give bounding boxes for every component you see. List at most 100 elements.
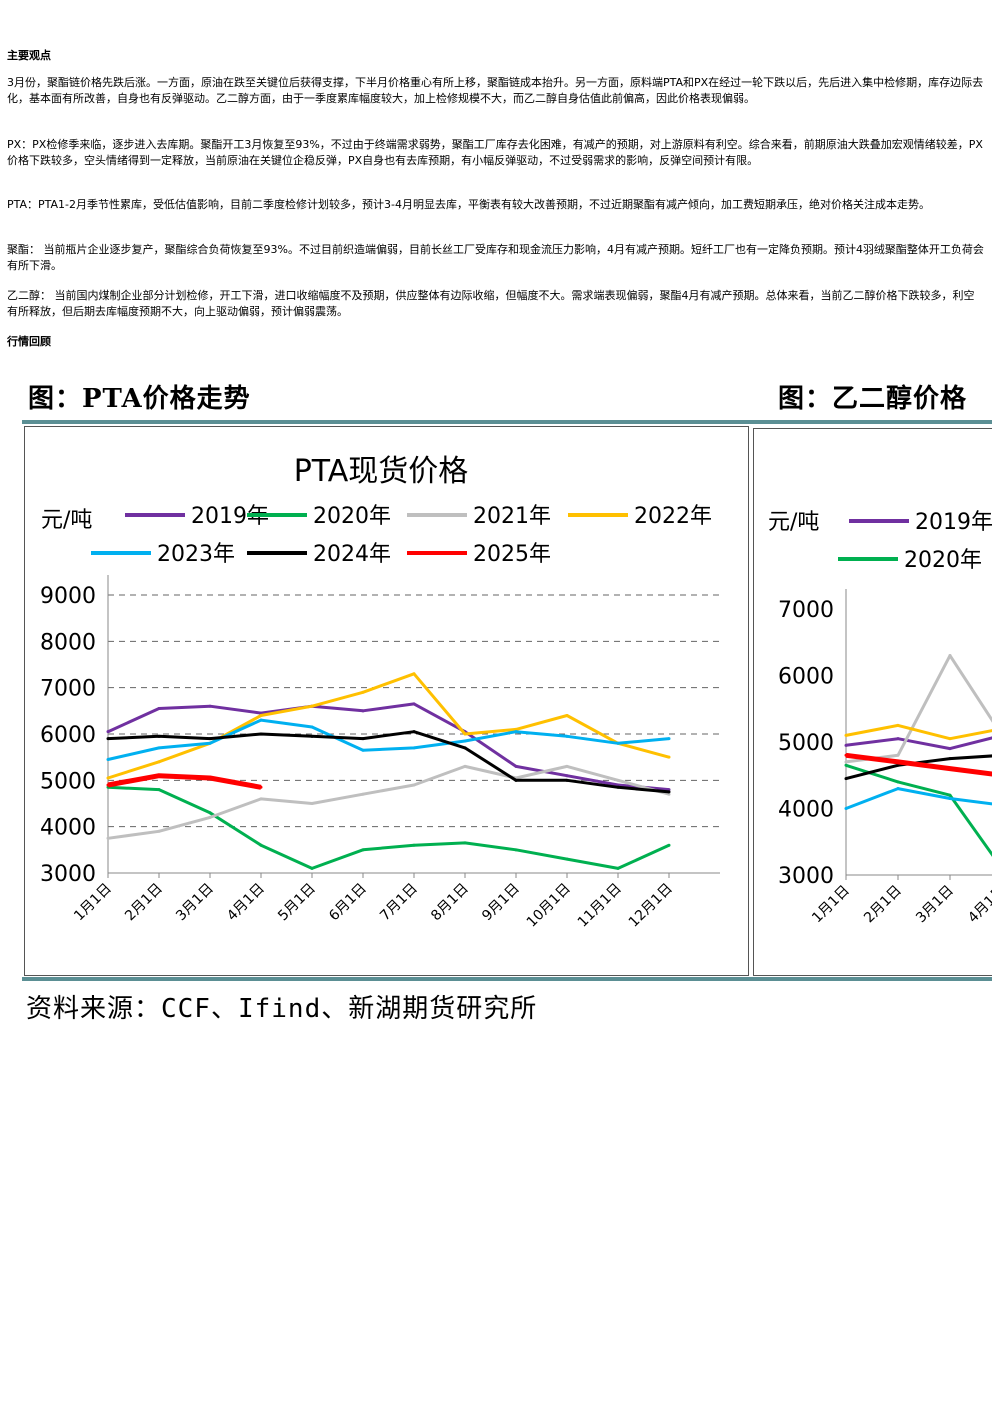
x-tick-label: 5月1日 [275, 881, 319, 925]
data-point [259, 718, 263, 722]
data-point [844, 763, 848, 767]
series-line-2020年 [107, 785, 670, 870]
paragraph-pta: PTA：PTA1-2月季节性累库，受低估值影响，目前二季度检修计划较多，预计3-… [7, 198, 930, 211]
series-line-2024年 [107, 730, 670, 794]
y-tick-label: 6000 [778, 665, 834, 690]
data-point [361, 690, 365, 694]
y-tick-label: 5000 [40, 769, 96, 794]
data-point [514, 848, 518, 852]
data-point [565, 734, 569, 738]
paragraph-meg: 乙二醇： 当前国内煤制企业部分计划检修，开工下滑，进口收缩幅度不及预期，供应整体… [7, 289, 975, 318]
data-point [844, 760, 848, 764]
legend-label: 2019年 [915, 510, 992, 535]
legend-label: 2020年 [313, 504, 391, 529]
x-tick-label: 4月1日 [965, 883, 992, 927]
data-point [896, 753, 900, 757]
data-point [896, 760, 900, 764]
legend-label: 2024年 [313, 542, 391, 567]
data-point [667, 755, 671, 759]
y-axis-label: 元/吨 [41, 508, 92, 533]
x-tick-label: 7月1日 [377, 881, 421, 925]
data-point [514, 764, 518, 768]
data-point [844, 743, 848, 747]
data-point [667, 843, 671, 847]
data-point [259, 732, 263, 736]
series-line-2025年 [845, 752, 992, 777]
data-point [616, 778, 620, 782]
x-tick-label: 6月1日 [326, 881, 370, 925]
y-axis-label: 元/吨 [768, 510, 819, 535]
data-point [463, 764, 467, 768]
data-point [106, 776, 110, 780]
data-point [412, 672, 416, 676]
data-point [463, 746, 467, 750]
data-point [412, 730, 416, 734]
data-point [896, 723, 900, 727]
main-view-heading: 主要观点 [7, 49, 51, 62]
data-point [948, 747, 952, 751]
meg-chart-panel: 元/吨 2019年 2020年 7000 6000 5000 4000 3000 1月1日 2月1… [753, 428, 992, 976]
data-point [157, 746, 161, 750]
data-point [106, 757, 110, 761]
data-point [361, 709, 365, 713]
data-point [514, 778, 518, 782]
data-point [157, 788, 161, 792]
data-point [157, 829, 161, 833]
paragraph-px: PX：PX检修季来临，逐步进入去库期。聚酯开工3月恢复至93%，不过由于终端需求… [7, 138, 983, 167]
data-point [259, 713, 263, 717]
series-line-2022年 [845, 723, 992, 741]
y-tick-label: 7000 [778, 598, 834, 623]
data-point [948, 767, 952, 771]
data-point [310, 704, 314, 708]
data-point [412, 843, 416, 847]
data-point [361, 848, 365, 852]
data-point [259, 797, 263, 801]
data-point [361, 748, 365, 752]
y-tick-label: 4000 [778, 798, 834, 823]
y-tick-label: 3000 [778, 864, 834, 889]
paragraph-polyester: 聚酯： 当前瓶片企业逐步复产，聚酯综合负荷恢复至93%。不过目前织造端偏弱，目前… [7, 243, 984, 272]
data-point [208, 815, 212, 819]
x-tick-label: 12月1日 [626, 881, 676, 931]
data-point [565, 713, 569, 717]
legend-label: 2020年 [904, 548, 982, 573]
series-line-2021年 [845, 654, 992, 764]
series-line-2024年 [845, 754, 992, 781]
series-line-2020年 [845, 763, 992, 857]
data-point [310, 802, 314, 805]
data-point [106, 836, 110, 840]
data-point [948, 757, 952, 761]
data-point [106, 737, 110, 741]
figure-top-rule [22, 420, 992, 424]
series-line-2025年 [107, 773, 262, 790]
data-point [948, 793, 952, 797]
y-tick-label: 3000 [40, 862, 96, 887]
figure-bottom-rule [22, 977, 992, 981]
series-line-2021年 [107, 764, 670, 840]
data-point [412, 746, 416, 750]
data-point [259, 843, 263, 847]
series-line-2023年 [107, 718, 670, 761]
meg-figure-title: 图：乙二醇价格 [778, 384, 968, 414]
data-point [412, 783, 416, 787]
series-line-2019年 [107, 702, 670, 792]
data-point [948, 654, 952, 658]
x-tick-label: 1月1日 [71, 881, 115, 925]
paragraph-summary: 3月份，聚酯链价格先跌后涨。一方面，原油在跌至关键位后获得支撑，下半月价格重心有… [7, 76, 984, 105]
x-tick-label: 2月1日 [861, 883, 905, 927]
data-point [310, 866, 314, 870]
data-point [157, 760, 161, 764]
data-point [616, 785, 620, 789]
x-tick-label: 9月1日 [479, 881, 523, 925]
legend-label: 2025年 [473, 542, 551, 567]
data-point [667, 792, 671, 796]
data-point [844, 777, 848, 781]
x-tick-label: 11月1日 [575, 881, 625, 931]
data-point [948, 797, 952, 801]
data-point [844, 733, 848, 737]
data-point [412, 702, 416, 706]
data-point [310, 734, 314, 738]
x-tick-label: 3月1日 [173, 881, 217, 925]
data-point [565, 764, 569, 768]
